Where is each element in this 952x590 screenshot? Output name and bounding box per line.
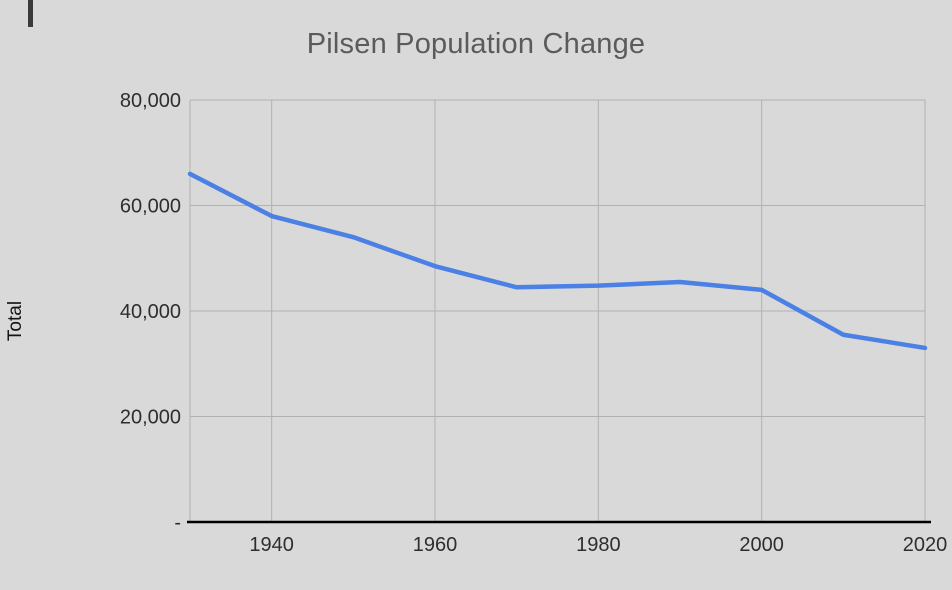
x-tick-label: 2020 (903, 534, 948, 556)
population-line-series (187, 171, 928, 351)
text-cursor-artifact (28, 0, 33, 27)
y-tick-label: 40,000 (120, 301, 181, 323)
x-tick-label: 1980 (576, 534, 621, 556)
chart-title: Pilsen Population Change (306, 28, 646, 60)
x-tick-label: 1960 (413, 534, 458, 556)
x-tick-label: 2000 (739, 534, 784, 556)
x-tick-label: 1940 (249, 534, 294, 556)
y-tick-label: 20,000 (120, 407, 181, 429)
y-tick-label: - (174, 512, 181, 534)
y-tick-label: 80,000 (120, 90, 181, 112)
y-tick-label: 60,000 (120, 196, 181, 218)
